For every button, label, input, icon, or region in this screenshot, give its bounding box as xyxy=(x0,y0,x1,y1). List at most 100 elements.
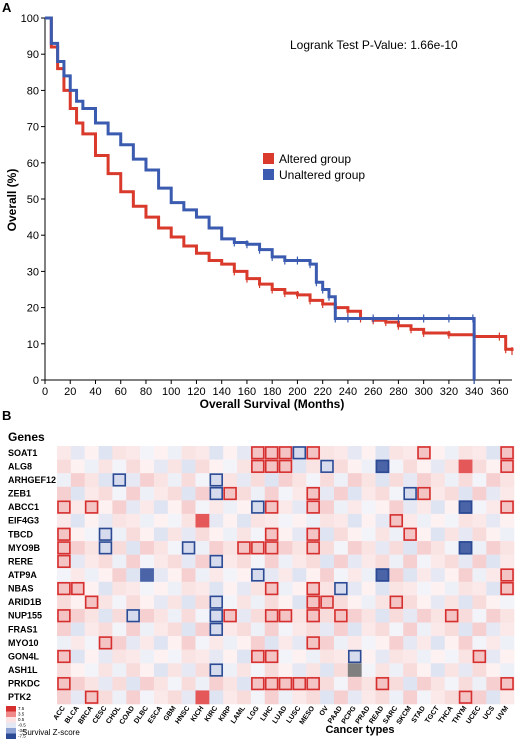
heatmap-cell xyxy=(237,459,252,474)
heatmap-cell xyxy=(333,636,349,650)
heatmap-cell xyxy=(70,676,85,691)
heatmap-cell xyxy=(98,446,113,460)
heatmap-cell xyxy=(333,581,349,596)
heatmap-cell xyxy=(458,500,473,515)
box-positive xyxy=(264,446,279,460)
heatmap-cell xyxy=(306,500,321,515)
heatmap-cell xyxy=(430,608,446,623)
heatmap-cell xyxy=(112,581,127,596)
box-positive xyxy=(251,541,265,555)
heatmap-cell xyxy=(417,541,432,555)
heatmap-cell xyxy=(98,486,113,501)
heatmap-cell xyxy=(181,622,196,637)
heatmap-cell xyxy=(361,486,376,501)
heatmap-cell xyxy=(417,676,432,691)
heatmap-cell xyxy=(140,473,155,488)
heatmap-cell xyxy=(430,500,446,515)
heatmap-cell xyxy=(375,554,390,569)
heatmap-cell xyxy=(57,581,72,596)
heatmap-cell xyxy=(140,636,155,650)
box-positive xyxy=(57,609,71,623)
heatmap-cell xyxy=(126,581,141,596)
heatmap-cell xyxy=(140,459,155,474)
heatmap-cell xyxy=(264,595,279,610)
heatmap-cell xyxy=(306,690,321,705)
heatmap-cell xyxy=(223,541,238,555)
heatmap-cell xyxy=(153,622,169,637)
heatmap-cell xyxy=(223,608,238,623)
y-tick-label: 20 xyxy=(27,303,39,315)
heatmap-cell xyxy=(444,527,459,542)
heatmap-cell xyxy=(486,581,501,596)
heatmap-cells xyxy=(57,446,515,705)
heatmap-cell xyxy=(195,554,210,569)
box-positive xyxy=(320,595,334,609)
heatmap-cell xyxy=(500,676,515,691)
heatmap-cell xyxy=(181,486,196,501)
heatmap-cell xyxy=(181,459,196,474)
heatmap-cell xyxy=(444,636,459,650)
heatmap-cell xyxy=(237,649,252,664)
heatmap-cell xyxy=(486,595,501,610)
heatmap-cell xyxy=(167,554,182,569)
heatmap-cell xyxy=(444,446,459,460)
heatmap-cell xyxy=(140,500,155,515)
heatmap-cell xyxy=(278,581,293,596)
heatmap-cell xyxy=(84,541,99,555)
box-negative xyxy=(403,486,417,501)
axes: 0 10 20 30 40 50 60 70 80 90 100 0 20 40 60 80 100 120 140… xyxy=(21,13,512,398)
heatmap-cell xyxy=(444,663,459,678)
heatmap-cell xyxy=(98,649,113,664)
heatmap-cell xyxy=(84,486,99,501)
heatmap-cell xyxy=(167,608,182,623)
heatmap-cell xyxy=(112,595,127,610)
box-positive xyxy=(57,677,71,691)
box-negative xyxy=(209,486,223,501)
heatmap-cell xyxy=(140,581,155,596)
heatmap-cell xyxy=(70,663,85,678)
heatmap-cell xyxy=(223,568,238,583)
heatmap-cell xyxy=(292,690,307,705)
heatmap-cell xyxy=(389,541,404,555)
heatmap-cell xyxy=(237,446,252,460)
heatmap-cell xyxy=(237,500,252,515)
heatmap-cell xyxy=(486,568,501,583)
colorbar-swatch xyxy=(6,728,16,734)
heatmap-cell xyxy=(500,622,515,637)
heatmap-cell xyxy=(500,595,515,610)
heatmap-cell xyxy=(347,622,362,637)
x-tick-label: 280 xyxy=(389,386,407,398)
y-tick-label: 10 xyxy=(27,339,39,351)
heatmap-cell xyxy=(375,568,390,583)
heatmap-cell xyxy=(126,500,141,515)
heatmap-cell xyxy=(458,527,473,542)
heatmap-cell xyxy=(70,622,85,637)
heatmap-cell xyxy=(444,649,459,664)
heatmap-cell xyxy=(472,513,487,528)
heatmap-cell xyxy=(237,608,252,623)
heatmap-cell xyxy=(472,663,487,678)
heatmap-cell xyxy=(209,513,224,528)
x-tick-label: 300 xyxy=(414,386,432,398)
heatmap-cell xyxy=(375,690,390,705)
column-label: UVM xyxy=(495,705,510,722)
heatmap-cell xyxy=(57,636,72,650)
box-positive xyxy=(417,486,431,501)
heatmap-cell xyxy=(153,581,169,596)
x-tick-label: 180 xyxy=(263,386,281,398)
heatmap-cell xyxy=(98,513,113,528)
row-label: MYO10 xyxy=(8,638,39,648)
heatmap-cell xyxy=(278,568,293,583)
heatmap-cell xyxy=(403,581,418,596)
heatmap-cell xyxy=(126,690,141,705)
heatmap-cell xyxy=(112,527,127,542)
column-label: UCEC xyxy=(465,705,482,725)
heatmap-cell xyxy=(430,486,446,501)
heatmap-cell xyxy=(84,581,99,596)
heatmap-cell xyxy=(209,446,224,460)
heatmap-cell xyxy=(403,636,418,650)
column-label: ESCA xyxy=(147,705,164,725)
heatmap-cell xyxy=(472,541,487,555)
heatmap-cell xyxy=(98,608,113,623)
heatmap-cell xyxy=(98,636,113,650)
